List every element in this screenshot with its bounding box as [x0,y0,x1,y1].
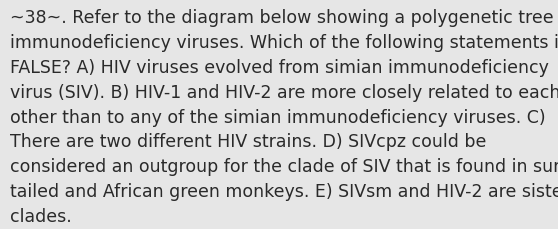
Text: tailed and African green monkeys. E) SIVsm and HIV-2 are sister: tailed and African green monkeys. E) SIV… [10,182,558,200]
Text: FALSE? A) HIV viruses evolved from simian immunodeficiency: FALSE? A) HIV viruses evolved from simia… [10,59,549,76]
Text: other than to any of the simian immunodeficiency viruses. C): other than to any of the simian immunode… [10,108,546,126]
Text: ~38~. Refer to the diagram below showing a polygenetic tree of: ~38~. Refer to the diagram below showing… [10,9,558,27]
Text: clades.: clades. [10,207,72,225]
Text: considered an outgroup for the clade of SIV that is found in sun-: considered an outgroup for the clade of … [10,158,558,175]
Text: There are two different HIV strains. D) SIVcpz could be: There are two different HIV strains. D) … [10,133,487,151]
Text: virus (SIV). B) HIV-1 and HIV-2 are more closely related to each: virus (SIV). B) HIV-1 and HIV-2 are more… [10,83,558,101]
Text: immunodeficiency viruses. Which of the following statements is: immunodeficiency viruses. Which of the f… [10,34,558,52]
